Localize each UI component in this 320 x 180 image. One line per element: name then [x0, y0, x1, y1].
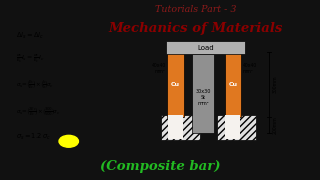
Bar — [167, 52, 184, 117]
Bar — [162, 115, 200, 140]
Text: 200mm: 200mm — [272, 116, 277, 134]
Text: $\sigma_s = 1.2\,\sigma_c$: $\sigma_s = 1.2\,\sigma_c$ — [16, 132, 51, 142]
Text: 40x40
mm²: 40x40 mm² — [243, 63, 257, 74]
Text: Cu: Cu — [171, 82, 180, 87]
Bar — [168, 115, 183, 139]
Bar — [225, 52, 241, 117]
Bar — [217, 115, 256, 140]
Text: Mechanics of Materials: Mechanics of Materials — [108, 22, 283, 35]
Circle shape — [59, 135, 78, 147]
Text: $\frac{\sigma_s}{E_s}l_s = \frac{\sigma_c}{E_c}l_c$: $\frac{\sigma_s}{E_s}l_s = \frac{\sigma_… — [16, 53, 44, 66]
Text: 40x40
mm²: 40x40 mm² — [152, 63, 166, 74]
Text: $\sigma_s\!=\!\left(\!\frac{2E_c}{E_c}\!\right)\!\times\!\left(\!\frac{300}{500}: $\sigma_s\!=\!\left(\!\frac{2E_c}{E_c}\!… — [16, 105, 60, 118]
Bar — [192, 54, 214, 133]
Text: Tutorials Part - 3: Tutorials Part - 3 — [155, 5, 236, 14]
Text: 300mm: 300mm — [272, 76, 277, 93]
Text: Cu: Cu — [228, 82, 237, 87]
Bar — [225, 115, 240, 139]
Text: (Composite bar): (Composite bar) — [100, 160, 220, 173]
Text: Load: Load — [197, 45, 214, 51]
Text: 30x30
St
mm²: 30x30 St mm² — [196, 89, 211, 106]
Text: $\sigma_s\!=\!\left(\!\frac{E_s}{E_c}\!\right)\!\times\!\left(\!\frac{l_c}{l_s}\: $\sigma_s\!=\!\left(\!\frac{E_s}{E_c}\!\… — [16, 78, 54, 91]
Text: $\Delta l_s = \Delta l_c$: $\Delta l_s = \Delta l_c$ — [16, 31, 44, 41]
Bar — [166, 41, 245, 54]
